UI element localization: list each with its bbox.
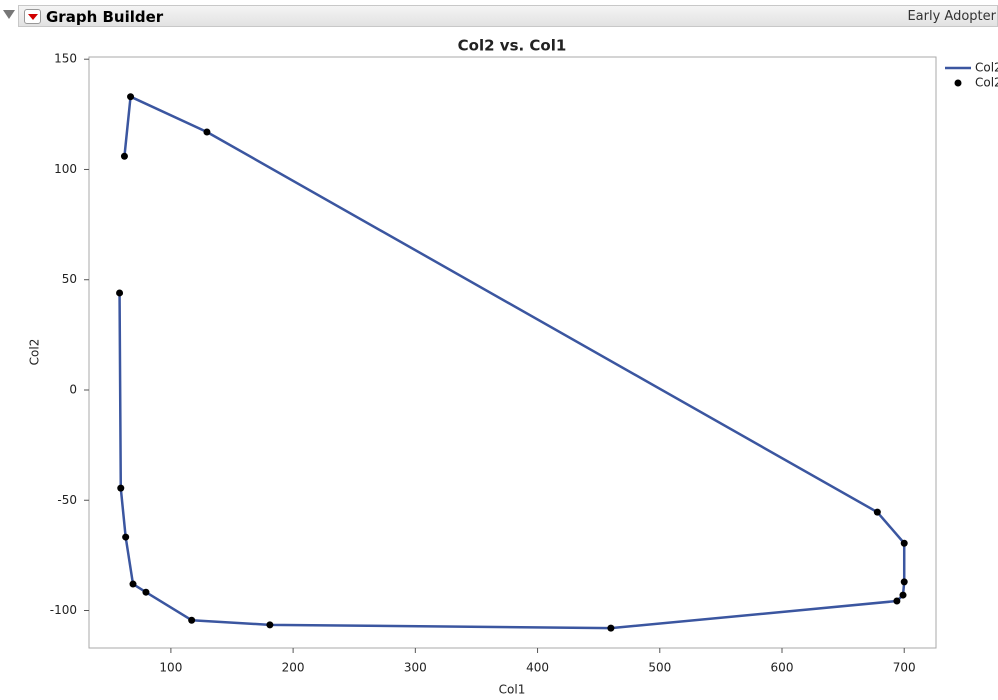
data-point bbox=[122, 533, 130, 541]
chart-title: Col2 vs. Col1 bbox=[458, 37, 567, 55]
legend-marker bbox=[954, 79, 962, 87]
data-point bbox=[893, 597, 901, 605]
legend-label: Col2 bbox=[975, 76, 998, 90]
data-point bbox=[188, 616, 196, 624]
data-point bbox=[129, 580, 137, 588]
data-point bbox=[116, 289, 124, 297]
header: Graph Builder Early Adopter bbox=[0, 0, 998, 30]
data-point bbox=[900, 578, 908, 586]
x-tick-label: 700 bbox=[893, 661, 916, 675]
legend-label: Col2 bbox=[975, 61, 998, 75]
x-tick-label: 400 bbox=[526, 661, 549, 675]
badge: Early Adopter bbox=[907, 9, 996, 24]
y-tick-label: 0 bbox=[69, 382, 77, 396]
data-point bbox=[899, 591, 907, 599]
disclosure-toggle[interactable] bbox=[3, 10, 15, 19]
y-axis-label: Col2 bbox=[28, 339, 42, 366]
y-tick-label: -100 bbox=[50, 603, 77, 617]
y-tick-label: 150 bbox=[54, 52, 77, 66]
data-point bbox=[266, 621, 274, 629]
plot-frame bbox=[88, 56, 937, 649]
x-tick-label: 300 bbox=[404, 661, 427, 675]
data-point bbox=[117, 484, 125, 492]
x-tick-label: 100 bbox=[159, 661, 182, 675]
data-point bbox=[607, 624, 615, 632]
window-title: Graph Builder bbox=[46, 8, 164, 26]
x-tick-label: 600 bbox=[771, 661, 794, 675]
data-point bbox=[900, 539, 908, 547]
y-tick-label: 100 bbox=[54, 162, 77, 176]
y-tick-label: 50 bbox=[62, 272, 77, 286]
y-tick-label: -50 bbox=[57, 493, 77, 507]
data-point bbox=[873, 508, 881, 516]
data-point bbox=[120, 152, 128, 160]
data-point bbox=[203, 128, 211, 136]
x-tick-label: 200 bbox=[282, 661, 305, 675]
menu-button[interactable] bbox=[24, 9, 41, 24]
data-point bbox=[142, 588, 150, 596]
data-point bbox=[127, 93, 135, 101]
x-tick-label: 500 bbox=[648, 661, 671, 675]
x-axis-label: Col1 bbox=[499, 683, 526, 697]
data-line bbox=[118, 95, 906, 630]
